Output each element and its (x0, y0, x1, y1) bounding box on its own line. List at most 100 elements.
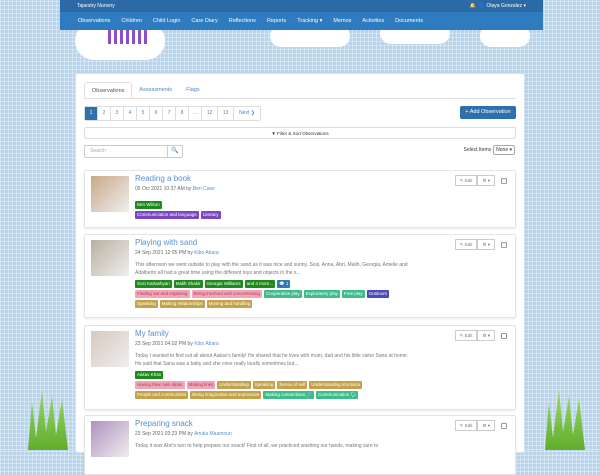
nav-item[interactable]: Reflections (228, 18, 256, 24)
page-link[interactable]: 1 (85, 107, 98, 120)
framework-tag[interactable]: Literacy (200, 211, 221, 219)
framework-tag[interactable]: Being involved and concentrating (191, 290, 262, 298)
observation-title[interactable]: Reading a book (135, 174, 192, 183)
edit-button[interactable]: ✎ Edit (454, 175, 478, 186)
app-title[interactable]: Tapestry Nursery (77, 3, 115, 9)
child-tag[interactable]: Aakav Khan (135, 371, 164, 379)
gear-dropdown-button[interactable]: ⚙ ▾ (477, 175, 495, 186)
nav-item[interactable]: Child Login (152, 18, 181, 24)
page-link[interactable]: 4 (124, 107, 137, 120)
nav-item[interactable]: Tracking ▾ (297, 18, 323, 24)
observation-description: Today it was Abri's turn to help prepare… (135, 443, 379, 449)
edit-button[interactable]: ✎ Edit (454, 330, 478, 341)
page-link[interactable]: 5 (137, 107, 150, 120)
framework-tag[interactable]: People and communities (135, 391, 189, 399)
page-link[interactable]: Next ❯ (239, 110, 255, 116)
page-link[interactable]: ... (189, 107, 202, 120)
page-link[interactable]: 7 (163, 107, 176, 120)
observation-meta: 24 Sep 2021 12:05 PM by Kibo Abara (135, 250, 219, 256)
child-tag[interactable]: and 4 more... (244, 280, 276, 288)
observation-card: Playing with sand 24 Sep 2021 12:05 PM by… (84, 234, 516, 318)
logo-fence (108, 30, 148, 44)
framework-tag[interactable]: 💬 1 (277, 280, 291, 288)
author-link[interactable]: Kibo Abara (194, 341, 219, 347)
nav-item[interactable]: Reports (266, 18, 287, 24)
page-link[interactable]: 6 (150, 107, 163, 120)
tag-list: Sosi Kartashyan Malih Shakir Georgia Willi… (135, 280, 390, 308)
child-tag[interactable]: Malih Shakir (173, 280, 203, 288)
framework-tag[interactable]: Speaking (135, 300, 158, 308)
page-link[interactable]: 2 (98, 107, 111, 120)
observation-thumbnail[interactable] (91, 331, 129, 367)
observation-thumbnail[interactable] (91, 240, 129, 276)
page-link[interactable]: 13 (218, 107, 234, 120)
tab-assessments[interactable]: Assessments (139, 87, 173, 93)
tab-flags[interactable]: Flags (186, 87, 200, 93)
nav-item[interactable]: Children (121, 18, 142, 24)
author-link[interactable]: Amala Maamoun (193, 431, 232, 437)
framework-tag[interactable]: Making connections 🔗 (263, 391, 314, 399)
gear-dropdown-button[interactable]: ⚙ ▾ (477, 420, 495, 431)
card-actions: ✎ Edit ⚙ ▾ (454, 330, 507, 341)
child-tag[interactable]: Ben Wilson (135, 201, 162, 209)
gear-dropdown-button[interactable]: ⚙ ▾ (477, 239, 495, 250)
tab-observations[interactable]: Observations (84, 82, 133, 98)
observation-card: Preparing snack 23 Sep 2021 03:23 PM by A… (84, 415, 516, 475)
search-icon[interactable]: 🔍 (167, 146, 182, 157)
select-checkbox[interactable] (501, 177, 507, 184)
framework-tag[interactable]: Sense of self (277, 381, 308, 389)
user-menu[interactable]: Olaya Gonzalez (486, 3, 523, 9)
framework-tag[interactable]: Understanding emotions (309, 381, 363, 389)
framework-tag[interactable]: Outdoors (366, 290, 390, 298)
framework-tag[interactable]: Exploratory play (303, 290, 340, 298)
framework-tag[interactable]: Finding out and exploring (135, 290, 190, 298)
bell-icon[interactable]: 🔔 (469, 3, 477, 9)
nav-item[interactable]: Documents (395, 18, 423, 24)
framework-tag[interactable]: Making links (186, 381, 216, 389)
author-link[interactable]: Kibo Abara (194, 250, 219, 256)
nav-item[interactable]: Care Diary (191, 18, 218, 24)
nav-item[interactable]: Activities (362, 18, 385, 24)
add-observation-button[interactable]: + Add Observation (460, 106, 516, 119)
framework-tag[interactable]: Being imaginative and expressive (190, 391, 262, 399)
observation-meta: 23 Sep 2021 04:02 PM by Kibo Abara (135, 341, 219, 347)
filter-sort-button[interactable]: ▼ Filter & Sort Observations (84, 127, 516, 139)
observation-meta: 23 Sep 2021 03:23 PM by Amala Maamoun (135, 431, 232, 437)
framework-tag[interactable]: Communication and language (135, 211, 199, 219)
framework-tag[interactable]: Making relationships (159, 300, 205, 308)
framework-tag[interactable]: Communication 🗣 (315, 391, 359, 399)
observation-title[interactable]: Preparing snack (135, 419, 193, 428)
observation-title[interactable]: Playing with sand (135, 238, 198, 247)
card-actions: ✎ Edit ⚙ ▾ (454, 175, 507, 186)
framework-tag[interactable]: Having their own ideas (135, 381, 185, 389)
grass-decoration (28, 390, 68, 450)
observation-title[interactable]: My family (135, 329, 169, 338)
framework-tag[interactable]: Speaking (252, 381, 276, 389)
select-items-dropdown[interactable]: None ▾ (493, 145, 515, 155)
search-input[interactable]: Search (90, 148, 106, 154)
tag-list: Aakav Khan Having their own ideas Making l… (135, 371, 363, 399)
framework-tag[interactable]: Understanding (217, 381, 251, 389)
child-tag[interactable]: Georgia Williams (204, 280, 243, 288)
page-link[interactable]: 12 (202, 107, 218, 120)
select-checkbox[interactable] (501, 422, 507, 429)
edit-button[interactable]: ✎ Edit (454, 420, 478, 431)
framework-tag[interactable]: Free play (341, 290, 365, 298)
observation-thumbnail[interactable] (91, 176, 129, 212)
framework-tag[interactable]: Cooperative play (263, 290, 302, 298)
content-panel: Observations Assessments Flags 1 2 3 4 5 6 7 8...… (75, 73, 525, 475)
select-checkbox[interactable] (501, 332, 507, 339)
gear-dropdown-button[interactable]: ⚙ ▾ (477, 330, 495, 341)
child-tag[interactable]: Sosi Kartashyan (135, 280, 172, 288)
edit-button[interactable]: ✎ Edit (454, 239, 478, 250)
page-link[interactable]: 8 (176, 107, 189, 120)
select-checkbox[interactable] (501, 241, 507, 248)
observation-date: 24 Sep 2021 12:05 PM by (135, 250, 193, 256)
framework-tag[interactable]: Moving and handling (206, 300, 253, 308)
observation-thumbnail[interactable] (91, 421, 129, 457)
page-link[interactable]: 3 (111, 107, 124, 120)
nav-item[interactable]: Observations (78, 18, 111, 24)
tag-row: Speaking Making relationships Moving and h… (135, 300, 389, 308)
nav-item[interactable]: Memos (333, 18, 352, 24)
author-link[interactable]: Ben Case (192, 186, 215, 192)
